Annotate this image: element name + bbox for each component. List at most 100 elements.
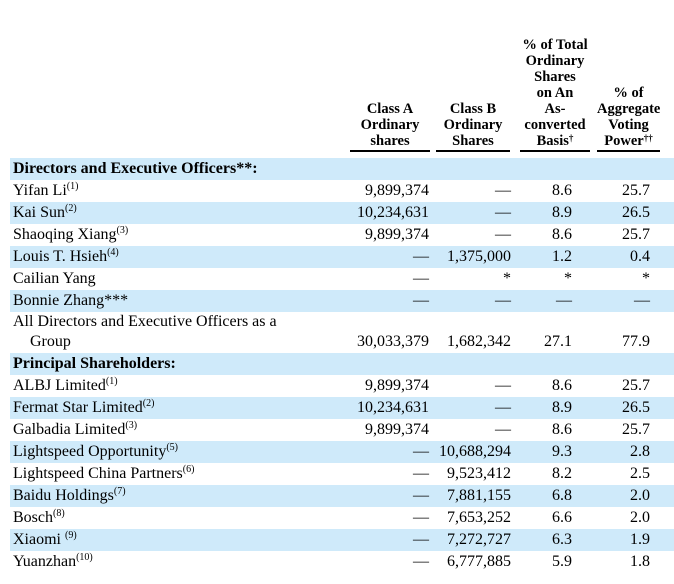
- as-converted-percent-value: 8.6: [552, 182, 572, 199]
- shareholder-name: Yuanzhan: [13, 553, 77, 570]
- shareholder-name-cell: Principal Shareholders:: [10, 353, 335, 375]
- class-a-header-line: Ordinary: [360, 117, 420, 133]
- table-row: Cailian Yang — * * *: [10, 268, 674, 290]
- row-filler: [660, 441, 674, 463]
- shareholder-name-cell: Fermat Star Limited(2): [10, 397, 335, 419]
- as-converted-percent-value: 5.9: [552, 553, 572, 570]
- class-a-shares-value: —: [413, 487, 429, 504]
- footnote-ref: (7): [113, 486, 126, 497]
- class-b-shares-value: [430, 353, 512, 375]
- class-b-shares-value: 1,375,000: [447, 248, 511, 265]
- row-filler: [660, 529, 674, 551]
- as-converted-percent-value: 8.6: [552, 421, 572, 438]
- class-a-shares-value: —: [413, 509, 429, 526]
- name-column-header: [10, 0, 335, 152]
- voting-power-percent-value: —: [634, 292, 650, 309]
- table-row: Fermat Star Limited(2) 10,234,631 — 8.9 …: [10, 397, 674, 419]
- voting-power-percent-value: 2.0: [630, 509, 650, 526]
- row-filler: [660, 202, 674, 224]
- table-row: Bonnie Zhang*** — — — —: [10, 290, 674, 312]
- class-b-shares-value: [430, 158, 512, 180]
- footnote-ref: (2): [142, 398, 155, 409]
- table-row: Louis T. Hsieh(4) — 1,375,000 1.2 0.4: [10, 246, 674, 268]
- shareholder-name: Louis T. Hsieh: [13, 248, 108, 265]
- class-b-shares-value: —: [495, 204, 511, 221]
- as-converted-header-line: % of Total: [522, 37, 588, 53]
- as-converted-percent-value: 6.6: [552, 509, 572, 526]
- row-filler: [660, 246, 674, 268]
- table-row: Directors and Executive Officers**:: [10, 158, 674, 180]
- class-b-shares-value: 9,523,412: [447, 465, 511, 482]
- class-a-shares-value: 9,899,374: [365, 421, 429, 438]
- voting-power-header-line: Power††: [604, 133, 653, 149]
- footnote-ref: (3): [125, 420, 138, 431]
- row-filler: [660, 507, 674, 529]
- shareholder-name: Baidu Holdings: [13, 487, 114, 504]
- class-a-shares-value: 30,033,379: [357, 333, 429, 350]
- row-filler: [660, 158, 674, 180]
- shareholder-name: Lightspeed Opportunity: [13, 443, 167, 460]
- as-converted-percent-value: —: [556, 292, 572, 309]
- table-row: Xiaomi (9) — 7,272,727 6.3 1.9: [10, 529, 674, 551]
- class-a-shares-value: —: [413, 248, 429, 265]
- class-a-header-line: shares: [370, 133, 410, 149]
- class-b-shares-value: —: [495, 292, 511, 309]
- row-filler: [660, 397, 674, 419]
- shareholder-name: Cailian Yang: [13, 270, 96, 287]
- class-a-shares-value: 10,234,631: [357, 399, 429, 416]
- shareholder-name: Directors and Executive Officers**:: [13, 160, 258, 177]
- shareholder-name: Kai Sun: [13, 204, 65, 221]
- as-converted-header-line: Basis†: [536, 133, 574, 149]
- class-a-shares-value: —: [413, 465, 429, 482]
- row-filler: [660, 312, 674, 353]
- class-a-shares-value: —: [413, 531, 429, 548]
- footnote-ref: (5): [166, 442, 178, 453]
- shareholder-name: Bonnie Zhang***: [13, 292, 129, 309]
- shareholder-name: Bosch: [13, 509, 53, 526]
- voting-power-percent-value: [590, 353, 660, 375]
- as-converted-percent-value: 27.1: [544, 333, 572, 350]
- class-a-shares-value: 9,899,374: [365, 226, 429, 243]
- class-b-shares-value: 7,653,252: [447, 509, 511, 526]
- row-filler: [660, 353, 674, 375]
- shareholder-name: Yifan Li: [13, 182, 67, 199]
- class-a-header-line: Class A: [366, 101, 414, 117]
- voting-power-percent-value: 0.4: [630, 248, 650, 265]
- row-filler: [660, 551, 674, 573]
- shareholder-name-cell: Galbadia Limited(3): [10, 419, 335, 441]
- shareholder-name-cell: Cailian Yang: [10, 268, 335, 290]
- footnote-ref: (6): [182, 464, 195, 475]
- col-header-class-b: Class B Ordinary Shares: [430, 0, 512, 152]
- shareholder-name: Fermat Star Limited: [13, 399, 143, 416]
- as-converted-percent-value: 8.9: [552, 204, 572, 221]
- voting-power-percent-value: 25.7: [622, 226, 650, 243]
- footnote-ref: (1): [66, 181, 79, 192]
- row-filler: [660, 485, 674, 507]
- class-b-shares-value: —: [495, 377, 511, 394]
- class-b-shares-value: 7,272,727: [447, 531, 511, 548]
- class-a-shares-value: 10,234,631: [357, 204, 429, 221]
- table-header: Class A Ordinary shares Class B Ordinary…: [10, 0, 674, 158]
- as-converted-percent-value: 1.2: [552, 248, 572, 265]
- class-a-shares-value: [335, 158, 430, 180]
- row-filler: [660, 224, 674, 246]
- shareholder-name-cell: Yuanzhan(10): [10, 551, 335, 573]
- class-b-shares-value: 7,881,155: [447, 487, 511, 504]
- table-row: Kai Sun(2) 10,234,631 — 8.9 26.5: [10, 202, 674, 224]
- row-filler: [660, 290, 674, 312]
- shareholder-name-cell: Lightspeed China Partners(6): [10, 463, 335, 485]
- voting-power-percent-value: 2.0: [630, 487, 650, 504]
- row-filler: [660, 463, 674, 485]
- class-a-shares-value: —: [413, 553, 429, 570]
- footnote-ref: (3): [116, 225, 129, 236]
- row-filler: [660, 180, 674, 202]
- as-converted-percent-value: 8.2: [552, 465, 572, 482]
- voting-power-percent-value: 26.5: [622, 399, 650, 416]
- voting-power-percent-value: 25.7: [622, 421, 650, 438]
- col-header-class-a: Class A Ordinary shares: [335, 0, 430, 152]
- class-a-shares-value: —: [413, 443, 429, 460]
- voting-power-header-line: Aggregate: [597, 101, 661, 117]
- footnote-ref: (8): [53, 508, 65, 519]
- voting-power-percent-value: 77.9: [622, 333, 650, 350]
